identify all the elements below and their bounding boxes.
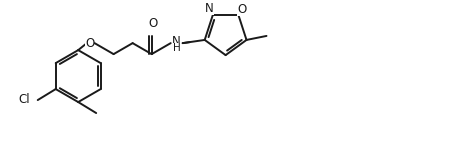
Text: N: N	[172, 35, 181, 48]
Text: O: O	[148, 17, 157, 30]
Text: N: N	[205, 2, 214, 15]
Text: Cl: Cl	[18, 93, 30, 106]
Text: O: O	[85, 37, 94, 50]
Text: O: O	[237, 3, 246, 16]
Text: H: H	[173, 43, 181, 53]
